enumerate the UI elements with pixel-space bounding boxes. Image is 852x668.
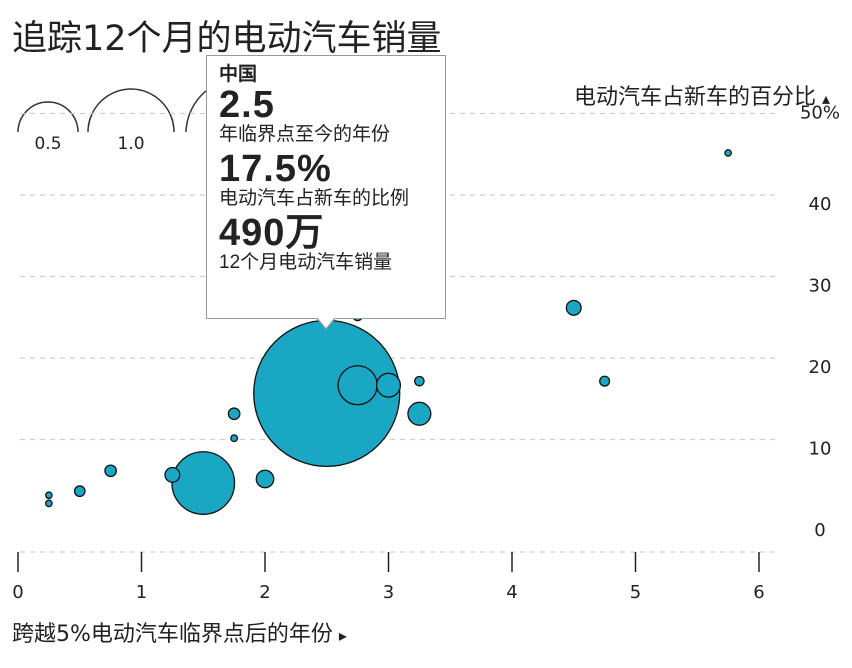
size-legend-label: 0.5 <box>34 134 61 154</box>
data-bubble <box>230 434 239 443</box>
tooltip-sales-value: 490万 <box>219 212 325 254</box>
y-tick-label: 0 <box>814 520 825 541</box>
data-bubble <box>253 319 401 468</box>
data-bubble <box>104 464 117 478</box>
y-tick-label: 20 <box>809 357 832 378</box>
data-bubble <box>227 407 241 421</box>
x-axis-label: 跨越5%电动汽车临界点后的年份 ▸ <box>12 622 347 647</box>
data-bubble <box>375 372 402 398</box>
tooltip-share-value: 17.5% <box>219 148 332 190</box>
x-tick-label: 2 <box>259 582 270 603</box>
x-tick-label: 4 <box>506 582 517 603</box>
data-bubble <box>255 469 275 489</box>
data-bubble <box>164 466 181 483</box>
x-tick-label: 3 <box>383 582 394 603</box>
bubbles <box>45 149 732 515</box>
x-tick-label: 6 <box>753 582 764 603</box>
data-bubble <box>337 365 378 406</box>
tooltip-pointer-fill <box>317 317 335 328</box>
size-legend-arc <box>17 101 79 133</box>
y-axis-arrow: ▴ <box>822 89 830 108</box>
y-tick-label: 50% <box>800 103 840 124</box>
chart-title: 追踪12个月的电动汽车销量 <box>12 19 442 59</box>
size-legend-arc <box>87 88 175 133</box>
tooltip-country: 中国 <box>219 64 258 85</box>
tooltip-china: 中国 2.5 年临界点至今的年份 17.5% 电动汽车占新车的比例 490万 1… <box>206 55 446 319</box>
x-tick-label: 1 <box>136 582 147 603</box>
data-bubble <box>45 491 53 500</box>
data-bubble <box>73 485 86 498</box>
data-bubble <box>414 375 425 387</box>
x-axis-arrow: ▸ <box>339 626 347 645</box>
data-bubble <box>407 401 432 426</box>
data-bubble <box>171 451 236 515</box>
x-axis-label-text: 跨越5%电动汽车临界点后的年份 <box>12 622 333 647</box>
x-axis: 0 1 2 3 4 5 6 <box>12 552 765 603</box>
y-axis-label: 电动汽车占新车的百分比 ▴ <box>574 85 830 110</box>
x-tick-label: 0 <box>12 582 23 603</box>
data-bubble <box>599 375 611 387</box>
y-axis-ticks: 50% 40 30 20 10 0 <box>800 103 840 542</box>
y-tick-label: 10 <box>809 439 832 460</box>
tooltip-share-label: 电动汽车占新车的比例 <box>219 188 410 209</box>
tooltip-sales-label: 12个月电动汽车销量 <box>219 252 393 273</box>
y-tick-label: 30 <box>809 276 832 297</box>
size-legend-label: 1.0 <box>117 134 144 154</box>
y-tick-label: 40 <box>809 194 832 215</box>
data-bubble <box>724 149 732 157</box>
data-bubble <box>565 299 582 316</box>
size-legend: 0.5 1.0 <box>17 84 216 154</box>
x-tick-label: 5 <box>630 582 641 603</box>
data-bubble <box>45 499 53 508</box>
tooltip-years-label: 年临界点至今的年份 <box>219 124 391 145</box>
y-axis-label-text: 电动汽车占新车的百分比 <box>574 85 816 110</box>
tooltip-years-value: 2.5 <box>219 84 275 126</box>
